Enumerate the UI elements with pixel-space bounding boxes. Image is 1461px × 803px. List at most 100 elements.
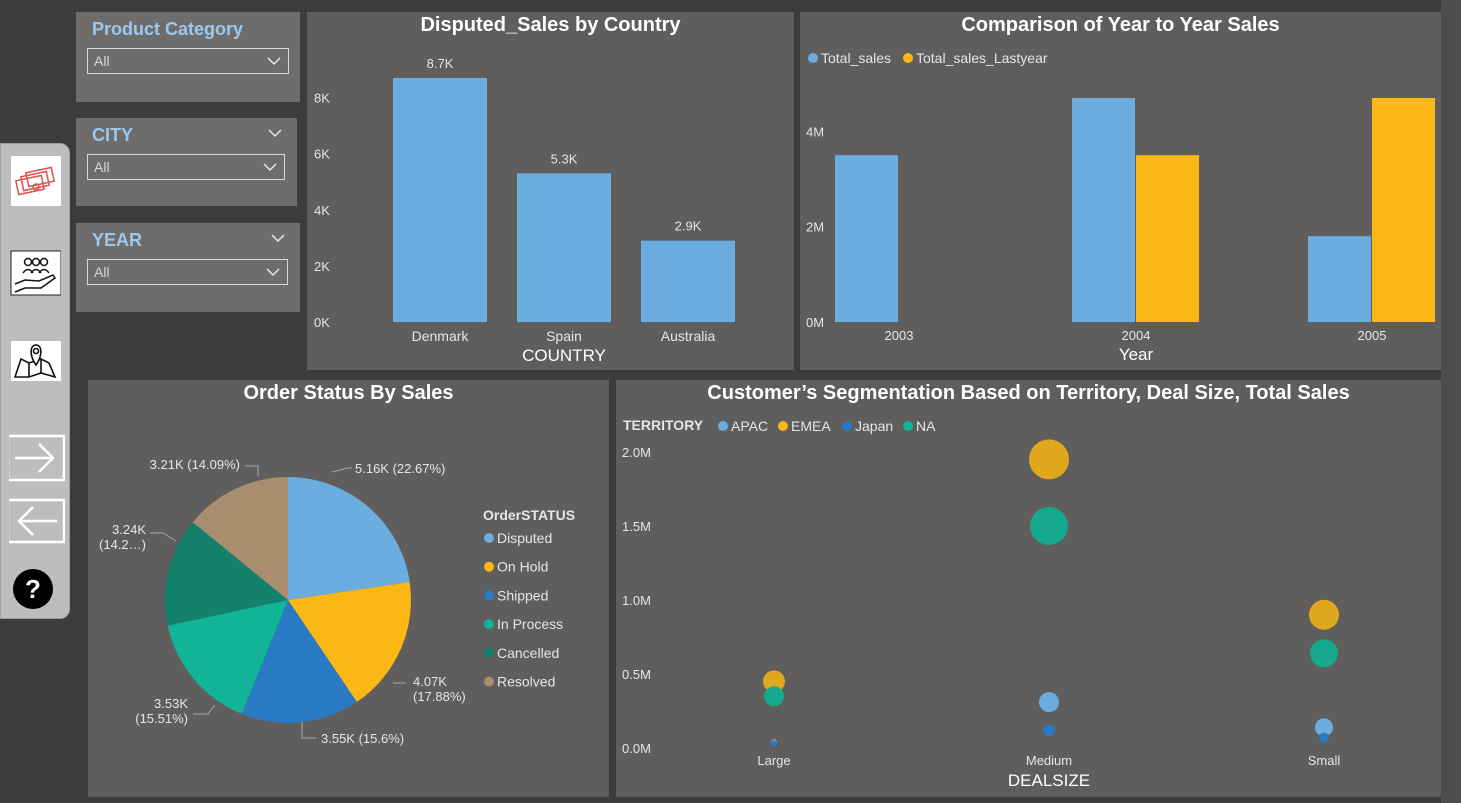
legend-marker (903, 53, 913, 63)
scatter-point-na (1030, 507, 1068, 545)
x-axis-title: COUNTRY (522, 346, 606, 365)
chart-title: Disputed_Sales by Country (420, 14, 681, 36)
pie-slice (288, 477, 410, 600)
x-tick-label: Denmark (412, 328, 470, 344)
x-tick-label: Small (1308, 753, 1341, 768)
x-axis-title: Year (1119, 345, 1154, 364)
help-icon: ? (13, 569, 53, 609)
bar-total_sales (835, 155, 898, 322)
back-page-button[interactable] (6, 498, 66, 544)
y-tick-label: 0.0M (622, 741, 651, 756)
segmentation-chart: TERRITORY APAC EMEA Japan NA 0.0M 0.5M 1.0M 1.5M… (622, 417, 1341, 790)
legend-marker (903, 421, 913, 431)
legend-marker (484, 647, 494, 658)
data-label: 3.21K (14.09%) (150, 457, 240, 472)
legend-marker (484, 676, 494, 687)
leader-line (331, 467, 352, 473)
legend-title: OrderSTATUS (483, 507, 575, 523)
slicer-product-category[interactable]: Product Category All (76, 12, 300, 102)
order-status-chart: 5.16K (22.67%) 4.07K(17.88%) 3.55K (15.6%)… (99, 457, 575, 746)
slicer-year[interactable]: YEAR All (76, 223, 300, 312)
dropdown-value: All (94, 159, 110, 175)
y-tick-label: 4K (314, 203, 330, 218)
legend-label: Resolved (497, 674, 555, 690)
year-dropdown[interactable]: All (87, 259, 288, 285)
legend-marker (484, 590, 494, 601)
legend-marker (842, 421, 852, 431)
legend-marker (808, 53, 818, 63)
scatter-point-emea (1029, 439, 1069, 480)
legend-label: Total_sales_Lastyear (916, 50, 1048, 66)
legend-label: On Hold (497, 559, 548, 575)
customers-page-button[interactable] (9, 250, 62, 296)
customers-icon (10, 250, 62, 296)
order-status-panel: Order Status By Sales 5.16K (22.67%) 4.07… (88, 380, 609, 797)
y-tick-label: 6K (314, 147, 330, 162)
data-label: 4.07K (413, 674, 447, 689)
chevron-down-icon[interactable] (270, 231, 286, 247)
slicer-title: YEAR (92, 230, 143, 250)
help-button[interactable]: ? (9, 566, 61, 612)
chevron-down-icon (265, 260, 281, 291)
y-tick-label: 4M (806, 124, 824, 139)
y-tick-label: 8K (314, 91, 330, 106)
pie-slice (241, 600, 357, 723)
scatter-point-emea (1309, 599, 1339, 630)
y-tick-label: 0K (314, 315, 330, 330)
legend-label: Cancelled (497, 645, 559, 661)
chevron-down-icon[interactable] (267, 126, 283, 142)
leader-line (245, 465, 259, 476)
help-label: ? (25, 574, 41, 604)
x-tick-label: Large (757, 753, 790, 768)
back-arrow-icon (6, 498, 66, 544)
legend-marker (778, 421, 788, 431)
sales-page-button[interactable] (9, 156, 61, 206)
map-page-button[interactable] (9, 339, 61, 385)
chevron-down-icon (266, 49, 282, 80)
slicer-city[interactable]: CITY All (76, 118, 297, 206)
bar (641, 240, 735, 322)
pie-slice (288, 582, 411, 702)
chart-title: Customer’s Segmentation Based on Territo… (707, 382, 1350, 404)
pie-slice (192, 477, 288, 600)
yoy-sales-panel: Comparison of Year to Year Sales Total_s… (800, 12, 1441, 370)
legend-label: In Process (497, 616, 563, 632)
y-tick-label: 1.0M (622, 593, 651, 608)
pie-slice (165, 522, 288, 626)
legend-marker (484, 533, 494, 543)
x-axis-title: DEALSIZE (1008, 771, 1090, 790)
data-label: 2.9K (675, 219, 702, 234)
navigation-bar: ? (0, 143, 70, 619)
y-tick-label: 2.0M (622, 445, 651, 460)
y-tick-label: 1.5M (622, 519, 651, 534)
legend-label: Japan (855, 418, 893, 434)
leader-line (193, 704, 216, 715)
legend-label: NA (916, 418, 936, 434)
legend-label: EMEA (791, 418, 831, 434)
x-tick-label: 2005 (1358, 328, 1387, 343)
next-arrow-icon (6, 434, 66, 482)
next-page-button[interactable] (6, 434, 66, 482)
data-label: 3.55K (15.6%) (321, 731, 404, 746)
bar (393, 78, 487, 322)
data-label: (14.2…) (99, 537, 146, 552)
product-category-dropdown[interactable]: All (87, 48, 289, 74)
bar-total_sales (1072, 98, 1135, 322)
scatter-point-japan (771, 740, 777, 747)
scatter-point-na (1310, 639, 1338, 668)
map-icon (11, 341, 61, 381)
disputed-sales-chart: 0K 2K 4K 6K 8K 8.7K Denmark 5.3K Spain 2.9K Austra… (314, 56, 735, 365)
page-right-edge (1441, 0, 1461, 803)
city-dropdown[interactable]: All (87, 154, 285, 180)
slicer-title: Product Category (92, 19, 244, 39)
x-tick-label: 2004 (1122, 328, 1151, 343)
leader-line (301, 722, 316, 739)
y-tick-label: 2M (806, 220, 824, 235)
x-tick-label: Spain (546, 328, 582, 344)
x-tick-label: Medium (1026, 753, 1072, 768)
data-label: 3.53K (154, 696, 188, 711)
scatter-point-apac (1315, 718, 1333, 737)
legend-label: Disputed (497, 530, 552, 546)
leader-line (150, 532, 177, 542)
dropdown-value: All (94, 53, 110, 69)
